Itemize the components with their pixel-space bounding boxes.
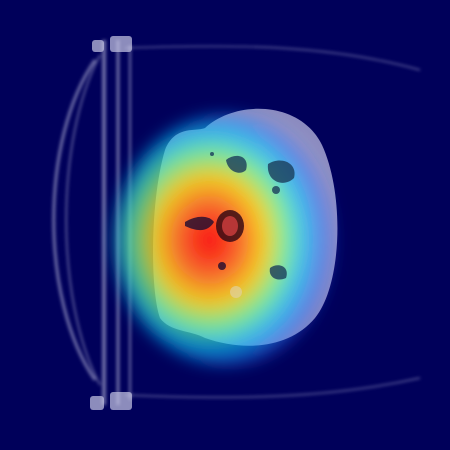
scanner-clamps xyxy=(90,36,132,410)
anatomical-structures xyxy=(185,210,244,298)
upper-structures xyxy=(210,152,295,280)
